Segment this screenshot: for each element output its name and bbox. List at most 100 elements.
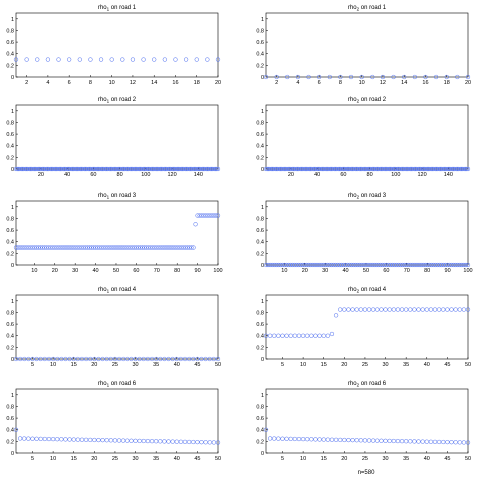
data-point: [178, 356, 184, 362]
data-point: [214, 166, 219, 172]
data-point: [302, 262, 307, 268]
x-tick-label: 14: [401, 80, 407, 86]
data-point: [136, 245, 141, 250]
data-point: [399, 307, 405, 312]
data-point: [34, 245, 39, 250]
data-point: [325, 437, 330, 442]
data-point: [445, 439, 450, 445]
data-point: [416, 307, 421, 312]
data-point: [306, 74, 311, 80]
data-point: [383, 438, 388, 443]
data-point: [304, 262, 309, 268]
y-tick-label: 1: [261, 393, 264, 399]
data-point: [351, 262, 356, 268]
data-point: [379, 307, 384, 312]
data-point: [321, 437, 326, 442]
x-tick-label: 16: [172, 80, 178, 86]
axes-frame: [265, 200, 469, 266]
data-point: [316, 262, 322, 268]
x-tick-label: 15: [321, 456, 327, 462]
data-point: [215, 57, 221, 62]
data-point: [62, 245, 68, 250]
subplot-title: rho1 on road 1: [98, 5, 137, 12]
data-point: [92, 356, 97, 362]
data-point: [317, 74, 322, 80]
data-point: [203, 213, 208, 218]
data-point: [116, 356, 122, 362]
data-point: [164, 245, 170, 250]
data-point: [56, 245, 61, 250]
data-point: [276, 333, 281, 338]
subplot-8: rho2 on road 400.20.40.60.815 10 15 20 25 30 3…: [256, 287, 471, 368]
y-tick-label: 0: [11, 451, 14, 457]
data-point: [378, 262, 383, 268]
data-point: [399, 439, 405, 444]
axes-frame: [15, 388, 219, 454]
x-tick-label: 45: [444, 362, 450, 368]
data-point: [211, 213, 217, 218]
data-point: [321, 333, 326, 338]
data-point: [92, 437, 97, 443]
data-point: [367, 262, 373, 268]
data-point: [45, 57, 51, 62]
data-point: [436, 307, 442, 312]
data-point: [205, 213, 210, 218]
y-tick-label: 0: [261, 451, 264, 457]
data-point: [267, 333, 273, 338]
data-point: [108, 356, 113, 362]
data-point: [207, 213, 212, 218]
x-tick-label: 80: [424, 268, 430, 274]
data-point: [363, 262, 369, 268]
data-point: [199, 213, 204, 218]
x-tick-label: 35: [403, 456, 409, 462]
data-point: [22, 245, 27, 250]
x-tick-label: 6: [318, 80, 321, 86]
data-point: [412, 307, 417, 312]
data-point: [282, 262, 287, 268]
data-point: [116, 438, 122, 443]
data-point: [320, 262, 326, 268]
footer-label: n=580: [358, 470, 376, 476]
data-point: [149, 356, 155, 362]
data-point: [267, 436, 273, 441]
data-point: [42, 356, 48, 362]
data-point: [305, 333, 310, 338]
data-point: [97, 245, 102, 250]
data-point: [211, 440, 217, 445]
data-point: [141, 438, 146, 444]
data-point: [175, 245, 180, 250]
x-tick-label: 10: [31, 268, 37, 274]
data-point: [104, 438, 109, 443]
data-point: [203, 356, 208, 362]
data-point: [436, 439, 442, 445]
data-point: [117, 245, 123, 250]
subplot-6: rho2 on road 3 0 0.2 0.4 0.6 0.8 1 10 20 30 40 50 60…: [256, 193, 472, 274]
data-point: [412, 262, 418, 268]
y-tick-label: 0.6: [6, 40, 14, 46]
data-point: [333, 262, 338, 268]
data-point: [391, 438, 396, 444]
y-tick-label: 0: [261, 357, 264, 363]
data-point: [46, 245, 51, 250]
y-tick-label: 0.4: [256, 428, 264, 434]
title-subscript: 1: [107, 289, 110, 294]
data-point: [327, 262, 332, 268]
data-point: [56, 57, 61, 62]
data-point: [199, 440, 204, 445]
data-point: [71, 356, 76, 362]
data-point: [34, 436, 39, 441]
data-point: [331, 262, 336, 268]
data-point: [457, 262, 462, 268]
y-tick-label: 1: [261, 299, 264, 305]
data-point: [145, 356, 151, 362]
data-point: [28, 245, 33, 250]
data-point: [100, 356, 105, 362]
data-point: [284, 436, 289, 441]
data-point: [461, 262, 467, 268]
data-point: [453, 440, 458, 445]
x-tick-label: 50: [215, 362, 221, 368]
title-subscript: 1: [107, 195, 110, 200]
title-subscript: 2: [357, 289, 360, 294]
